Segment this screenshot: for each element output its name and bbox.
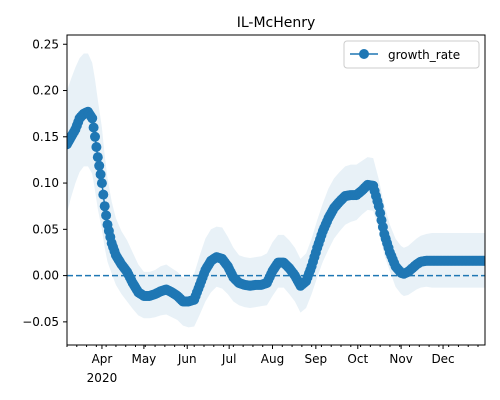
y-tick-label: 0.05 — [32, 222, 59, 236]
legend-label-growth-rate: growth_rate — [388, 48, 460, 62]
legend: growth_rate — [343, 40, 480, 69]
x-tick-label: Aug — [261, 352, 284, 366]
growth-rate-point — [101, 210, 112, 221]
growth-rate-markers — [67, 106, 485, 307]
growth-rate-point — [95, 169, 106, 180]
growth-rate-point — [96, 178, 107, 189]
legend-dot-marker — [359, 49, 369, 59]
x-tick-label: Apr — [92, 352, 113, 366]
x-tick-label: Nov — [389, 352, 412, 366]
y-tick-label: 0.15 — [32, 130, 59, 144]
growth-rate-point — [90, 131, 100, 142]
y-tick-label: −0.05 — [22, 315, 59, 329]
x-tick-label: Jul — [221, 352, 236, 366]
growth-rate-point — [94, 160, 105, 171]
growth-rate-point — [87, 113, 98, 124]
legend-box — [343, 40, 480, 69]
growth-rate-point — [98, 189, 109, 200]
x-tick-label: Oct — [347, 352, 368, 366]
plot-clipped-group — [67, 53, 485, 328]
x-tick-label: Sep — [305, 352, 328, 366]
growth-rate-point — [91, 142, 102, 152]
x-tick-label: May — [131, 352, 156, 366]
y-tick-label: 0.00 — [32, 269, 59, 283]
axes: −0.05 0.00 0.05 0.10 0.15 0.20 0.25 Apr 2020 May J… — [22, 37, 479, 385]
growth-rate-point — [99, 201, 110, 212]
growth-rate-point — [480, 255, 485, 266]
x-tick-label: Jun — [177, 352, 197, 366]
y-tick-label: 0.25 — [32, 37, 59, 51]
chart-title: IL-McHenry — [237, 15, 316, 31]
growth-rate-point — [92, 152, 103, 163]
growth-rate-point — [88, 122, 99, 133]
y-tick-label: 0.10 — [32, 176, 59, 190]
plot-area — [67, 53, 485, 328]
x-tick-label: Dec — [431, 352, 454, 366]
y-tick-label: 0.20 — [32, 84, 59, 98]
x-tick-sublabel: 2020 — [87, 371, 118, 385]
plot-frame — [66, 34, 486, 346]
